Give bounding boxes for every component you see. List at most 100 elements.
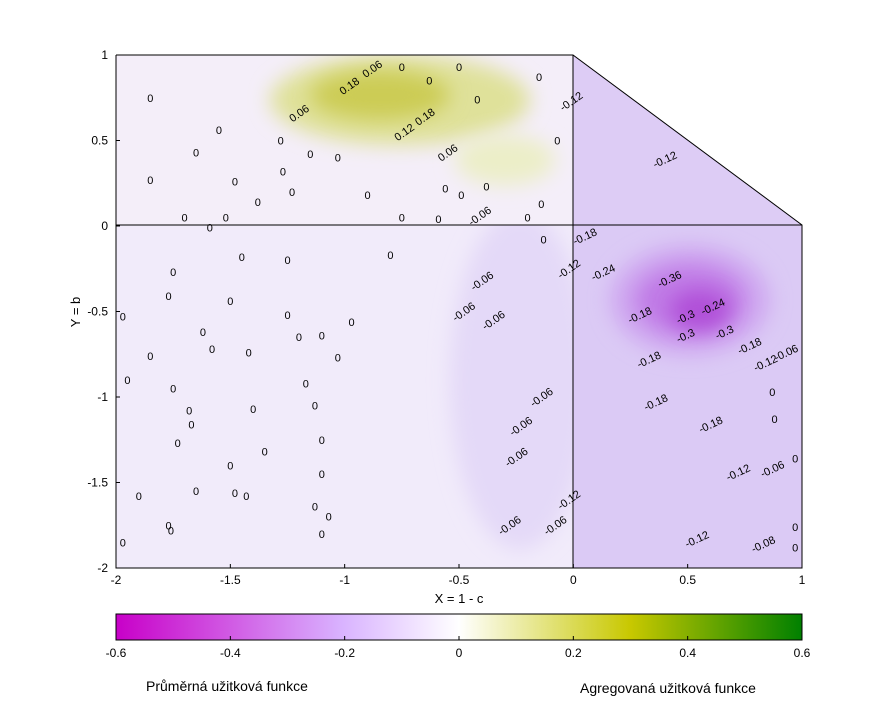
contour-label: 0	[456, 62, 462, 74]
contour-label: 0	[120, 537, 126, 549]
contour-label: 0	[223, 212, 229, 224]
x-axis-label: X = 1 - c	[435, 591, 484, 606]
contour-label: 0	[166, 520, 172, 532]
contour-label: 0	[289, 187, 295, 199]
contour-label: 0	[483, 182, 489, 194]
contour-label: 0	[771, 414, 777, 426]
colorbar-ticks: -0.6 -0.4 -0.2 0 0.2 0.4 0.6	[106, 636, 811, 660]
colorbar-tick-label: -0.4	[220, 646, 241, 660]
contour-label: 0	[188, 419, 194, 431]
contour-label: 0	[319, 435, 325, 447]
contour-label: 0	[319, 330, 325, 342]
contour-label: 0	[170, 383, 176, 395]
contour-label: 0	[792, 542, 798, 554]
contour-label: 0	[175, 438, 181, 450]
contour-label: 0	[474, 94, 480, 106]
contour-label: 0	[186, 406, 192, 418]
contour-label: 0	[319, 529, 325, 541]
contour-label: 0	[243, 491, 249, 503]
x-axis-ticks: -2 -1.5 -1 -0.5 0 0.5 1	[111, 564, 806, 587]
contour-label: 0	[232, 488, 238, 500]
region-bottom-left	[116, 225, 573, 568]
contour-label: 0	[246, 348, 252, 360]
y-tick-label: -2	[97, 561, 108, 575]
contour-label: 0	[216, 125, 222, 137]
colorbar-tick-label: 0	[456, 646, 463, 660]
contour-label: 0	[442, 183, 448, 195]
x-tick-label: 1	[799, 573, 806, 587]
contour-label: 0	[193, 147, 199, 159]
contour-label: 0	[435, 214, 441, 226]
y-tick-label: -1.5	[87, 476, 108, 490]
region-bottom-right	[573, 225, 802, 568]
contour-label: 0	[280, 166, 286, 178]
contour-label: 0	[335, 153, 341, 165]
x-tick-label: 0	[570, 573, 577, 587]
x-tick-label: -0.5	[449, 573, 470, 587]
contour-label: 0	[536, 72, 542, 84]
x-tick-label: 0.5	[679, 573, 696, 587]
heatmap-regions	[116, 55, 802, 568]
contour-label: 0	[364, 190, 370, 202]
contour-label: 0	[209, 344, 215, 356]
contour-label: 0	[193, 486, 199, 498]
contour-label: 0	[250, 404, 256, 416]
contour-label: 0	[278, 136, 284, 148]
contour-label: 0	[312, 401, 318, 413]
contour-label: 0	[326, 512, 332, 524]
y-tick-label: -0.5	[87, 305, 108, 319]
region-top-left	[116, 55, 573, 225]
contour-label: 0	[124, 375, 130, 387]
y-tick-label: -1	[97, 390, 108, 404]
y-tick-label: 0	[101, 219, 108, 233]
contour-label: 0	[792, 522, 798, 534]
contour-label: 0	[541, 235, 547, 247]
contour-label: 0	[147, 93, 153, 105]
contour-label: 0	[458, 190, 464, 202]
contour-label: 0	[136, 491, 142, 503]
contour-label: 0	[120, 312, 126, 324]
colorbar-tick-label: -0.6	[106, 646, 127, 660]
contour-label: 0	[200, 327, 206, 339]
contour-label: 0	[207, 223, 213, 235]
contour-label: 0	[426, 76, 432, 88]
y-axis-ticks: 1 0.5 0 -0.5 -1 -1.5 -2	[87, 48, 120, 575]
contour-label: 0	[303, 378, 309, 390]
contour-label: 0	[399, 212, 405, 224]
colorbar-tick-label: 0.2	[565, 646, 582, 660]
contour-label: 0	[307, 149, 313, 161]
x-tick-label: -2	[111, 573, 122, 587]
contour-label: 0	[239, 252, 245, 264]
contour-label: 0	[792, 454, 798, 466]
contour-label: 0	[227, 296, 233, 308]
colorbar-tick-label: 0.4	[679, 646, 696, 660]
caption-left: Průměrná užitková funkce	[146, 678, 308, 694]
contour-label: 0	[284, 255, 290, 267]
contour-label: 0	[538, 199, 544, 211]
contour-label: 0	[554, 136, 560, 148]
contour-label: 0	[319, 469, 325, 481]
colorbar-tick-label: -0.2	[334, 646, 355, 660]
contour-label: 0	[182, 212, 188, 224]
contour-label: 0	[769, 387, 775, 399]
contour-label: 0	[296, 332, 302, 344]
contour-label: 0	[387, 250, 393, 262]
y-axis-label: Y = b	[68, 297, 83, 327]
contour-label: 0	[147, 175, 153, 187]
contour-label: 0	[312, 501, 318, 513]
contour-label: 0	[348, 317, 354, 329]
colorbar-tick-label: 0.6	[794, 646, 811, 660]
contour-label: 0	[166, 291, 172, 303]
contour-label: 0	[227, 460, 233, 472]
contour-label: 0	[262, 447, 268, 459]
contour-label: 0	[232, 177, 238, 189]
contour-label: 0	[525, 212, 531, 224]
contour-label: 0	[255, 197, 261, 209]
contour-label: 0	[168, 525, 174, 537]
y-tick-label: 0.5	[91, 134, 108, 148]
contour-label: 0	[170, 267, 176, 279]
y-tick-label: 1	[101, 48, 108, 62]
caption-right: Agregovaná užitková funkce	[580, 680, 756, 696]
contour-label: 0	[284, 310, 290, 322]
